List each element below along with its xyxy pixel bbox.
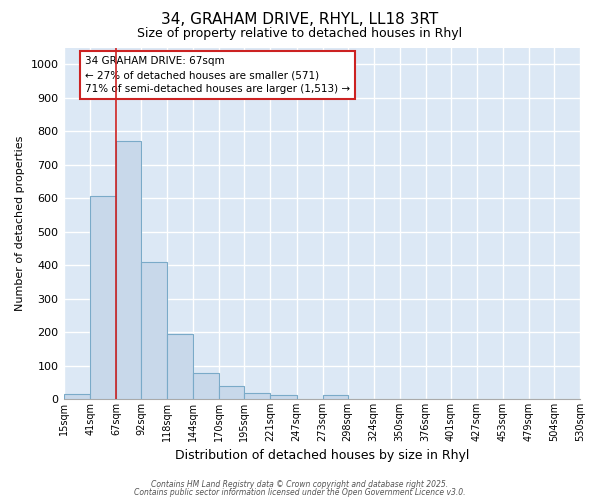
Bar [141, 262, 167, 399]
Y-axis label: Number of detached properties: Number of detached properties [15, 136, 25, 311]
Bar [90, 196, 116, 399]
Text: 34 GRAHAM DRIVE: 67sqm
← 27% of detached houses are smaller (571)
71% of semi-de: 34 GRAHAM DRIVE: 67sqm ← 27% of detached… [85, 56, 350, 94]
Bar [323, 396, 347, 399]
Bar [193, 373, 220, 399]
Bar [271, 396, 296, 399]
X-axis label: Distribution of detached houses by size in Rhyl: Distribution of detached houses by size … [175, 450, 469, 462]
Bar [116, 141, 141, 399]
Bar [244, 394, 271, 399]
Text: Contains public sector information licensed under the Open Government Licence v3: Contains public sector information licen… [134, 488, 466, 497]
Text: Size of property relative to detached houses in Rhyl: Size of property relative to detached ho… [137, 28, 463, 40]
Bar [64, 394, 90, 399]
Text: Contains HM Land Registry data © Crown copyright and database right 2025.: Contains HM Land Registry data © Crown c… [151, 480, 449, 489]
Bar [220, 386, 244, 399]
Bar [167, 334, 193, 399]
Text: 34, GRAHAM DRIVE, RHYL, LL18 3RT: 34, GRAHAM DRIVE, RHYL, LL18 3RT [161, 12, 439, 28]
